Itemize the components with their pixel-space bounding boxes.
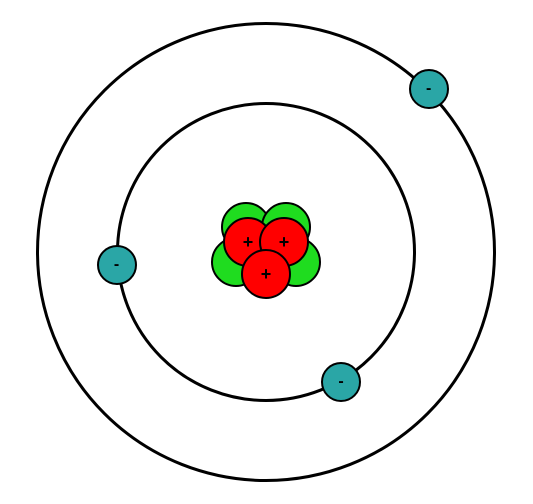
proton-symbol: +	[261, 265, 272, 283]
electron: -	[409, 69, 449, 109]
electron: -	[321, 362, 361, 402]
electron-symbol: -	[426, 81, 431, 97]
atom-diagram: + + + - - -	[0, 0, 533, 504]
electron: -	[97, 245, 137, 285]
proton: +	[241, 249, 291, 299]
electron-symbol: -	[114, 257, 119, 273]
electron-symbol: -	[338, 374, 343, 390]
proton-symbol: +	[279, 233, 290, 251]
proton-symbol: +	[243, 233, 254, 251]
